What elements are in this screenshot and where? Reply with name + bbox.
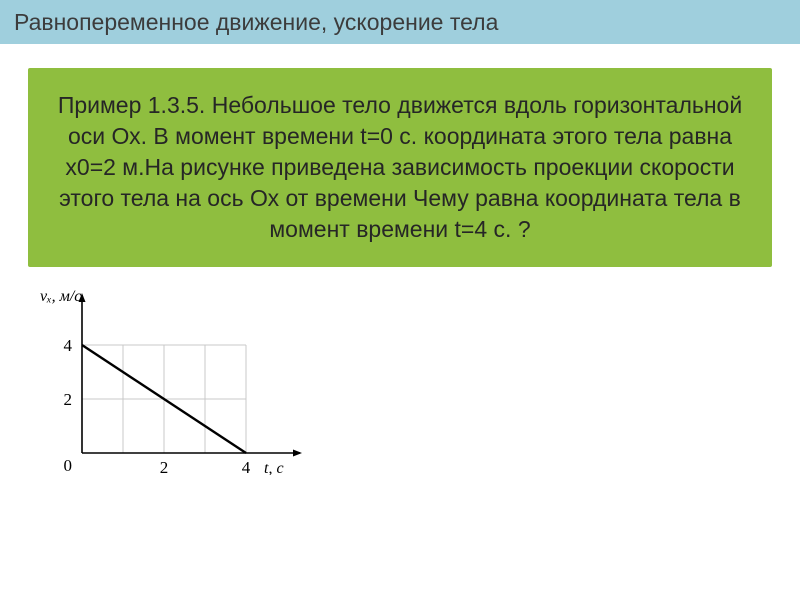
slide-header: Равнопеременное движение, ускорение тела bbox=[0, 0, 800, 44]
svg-text:4: 4 bbox=[242, 458, 251, 475]
slide-title: Равнопеременное движение, ускорение тела bbox=[14, 9, 498, 36]
problem-statement-text: Пример 1.3.5. Небольшое тело движется вд… bbox=[58, 92, 742, 242]
svg-text:0: 0 bbox=[64, 456, 73, 475]
velocity-chart: 2 4 2 4 0 vₓ, м/с t, с bbox=[34, 285, 314, 475]
chart-grid bbox=[34, 285, 314, 475]
velocity-chart-svg: 2 4 2 4 0 vₓ, м/с t, с bbox=[34, 285, 314, 475]
svg-text:2: 2 bbox=[64, 390, 73, 409]
svg-text:2: 2 bbox=[160, 458, 169, 475]
problem-statement-box: Пример 1.3.5. Небольшое тело движется вд… bbox=[28, 68, 772, 267]
svg-text:vₓ, м/с: vₓ, м/с bbox=[40, 288, 81, 305]
slide: Равнопеременное движение, ускорение тела… bbox=[0, 0, 800, 600]
svg-text:4: 4 bbox=[64, 336, 73, 355]
svg-text:t, с: t, с bbox=[264, 460, 284, 475]
